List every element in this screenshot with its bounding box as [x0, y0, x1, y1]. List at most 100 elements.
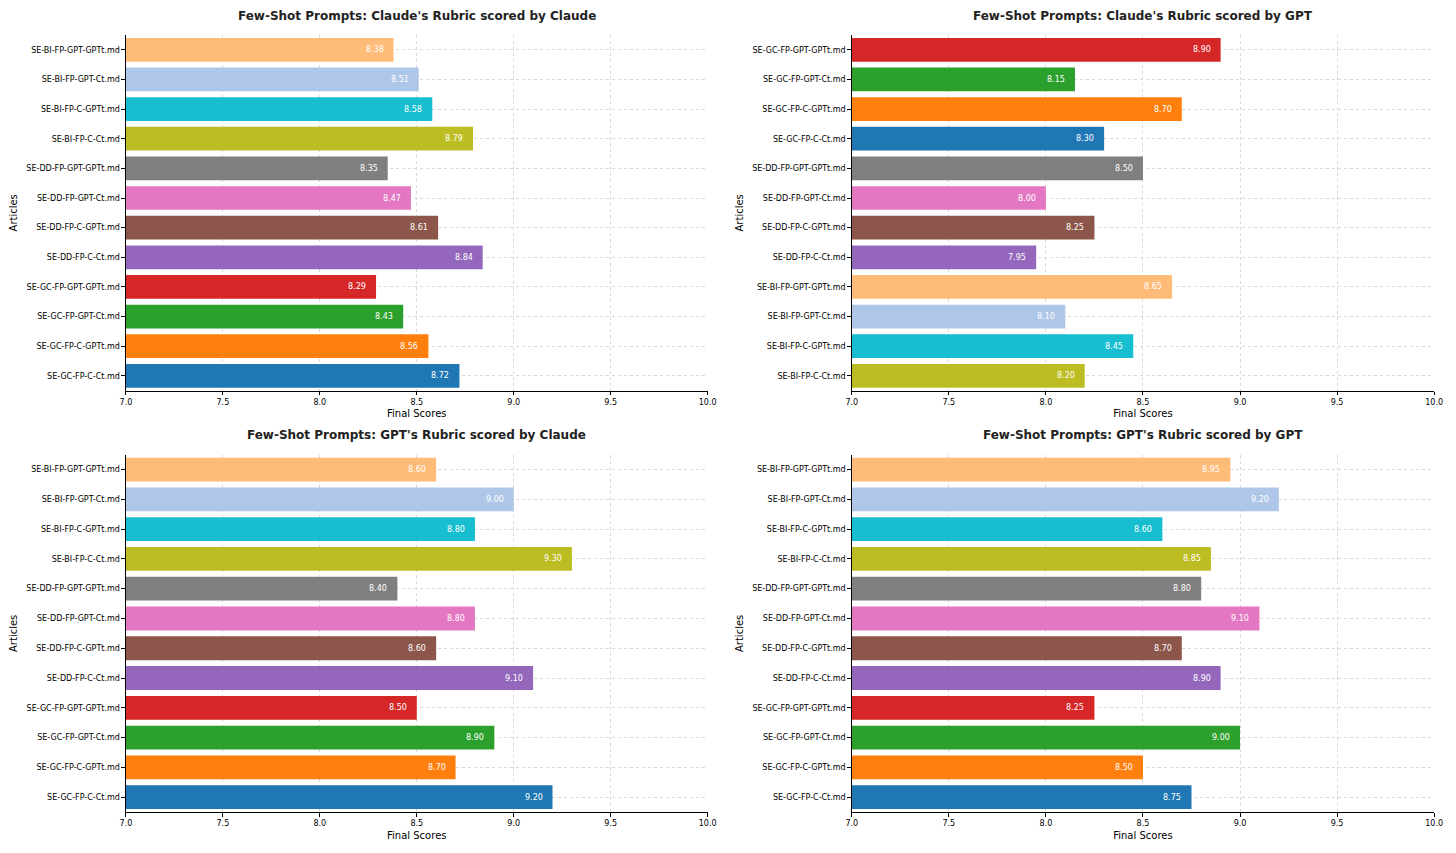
svg-text:7.0: 7.0 [845, 398, 858, 407]
svg-text:8.85: 8.85 [1183, 554, 1201, 563]
svg-text:8.90: 8.90 [466, 733, 484, 742]
svg-text:8.72: 8.72 [431, 371, 449, 380]
svg-text:8.61: 8.61 [410, 223, 428, 232]
svg-text:Final Scores: Final Scores [387, 830, 446, 841]
svg-text:10.0: 10.0 [699, 819, 717, 828]
svg-text:10.0: 10.0 [699, 398, 717, 407]
svg-text:7.0: 7.0 [845, 819, 858, 828]
svg-text:7.5: 7.5 [942, 819, 955, 828]
svg-text:8.5: 8.5 [1137, 819, 1150, 828]
svg-text:8.15: 8.15 [1047, 75, 1065, 84]
svg-text:8.84: 8.84 [455, 253, 473, 262]
svg-text:SE-DD-FP-C-Ct.md: SE-DD-FP-C-Ct.md [47, 253, 120, 262]
svg-text:SE-GC-FP-C-Ct.md: SE-GC-FP-C-Ct.md [47, 793, 120, 802]
svg-text:9.20: 9.20 [1251, 495, 1269, 504]
svg-text:8.50: 8.50 [389, 703, 407, 712]
svg-text:7.95: 7.95 [1008, 253, 1026, 262]
svg-text:SE-DD-FP-C-GPTt.md: SE-DD-FP-C-GPTt.md [36, 223, 120, 232]
svg-text:SE-DD-FP-GPT-Ct.md: SE-DD-FP-GPT-Ct.md [37, 194, 120, 203]
svg-text:SE-BI-FP-GPT-GPTt.md: SE-BI-FP-GPT-GPTt.md [757, 465, 846, 474]
svg-text:8.90: 8.90 [1193, 674, 1211, 683]
svg-text:8.79: 8.79 [445, 134, 463, 143]
svg-text:SE-DD-FP-GPT-GPTt.md: SE-DD-FP-GPT-GPTt.md [752, 584, 845, 593]
svg-text:SE-BI-FP-GPT-Ct.md: SE-BI-FP-GPT-Ct.md [768, 495, 846, 504]
svg-text:SE-BI-FP-GPT-Ct.md: SE-BI-FP-GPT-Ct.md [42, 495, 120, 504]
svg-text:8.5: 8.5 [410, 819, 423, 828]
svg-text:9.5: 9.5 [1331, 398, 1344, 407]
svg-text:9.0: 9.0 [1234, 819, 1247, 828]
svg-text:SE-BI-FP-C-Ct.md: SE-BI-FP-C-Ct.md [777, 555, 845, 564]
svg-text:SE-DD-FP-GPT-Ct.md: SE-DD-FP-GPT-Ct.md [763, 194, 846, 203]
svg-text:SE-DD-FP-C-Ct.md: SE-DD-FP-C-Ct.md [47, 674, 120, 683]
svg-text:SE-BI-FP-GPT-GPTt.md: SE-BI-FP-GPT-GPTt.md [31, 46, 120, 55]
svg-text:SE-DD-FP-C-GPTt.md: SE-DD-FP-C-GPTt.md [762, 644, 846, 653]
svg-text:SE-BI-FP-GPT-Ct.md: SE-BI-FP-GPT-Ct.md [42, 75, 120, 84]
svg-text:8.45: 8.45 [1105, 342, 1123, 351]
svg-text:SE-DD-FP-C-Ct.md: SE-DD-FP-C-Ct.md [773, 674, 846, 683]
svg-text:Articles: Articles [734, 194, 745, 231]
svg-text:7.0: 7.0 [120, 398, 133, 407]
svg-text:8.80: 8.80 [1173, 584, 1191, 593]
svg-text:8.50: 8.50 [1115, 763, 1133, 772]
svg-text:8.51: 8.51 [391, 75, 409, 84]
svg-text:8.35: 8.35 [360, 164, 378, 173]
svg-text:9.0: 9.0 [507, 819, 520, 828]
svg-text:9.00: 9.00 [1212, 733, 1230, 742]
svg-text:SE-BI-FP-C-GPTt.md: SE-BI-FP-C-GPTt.md [767, 342, 846, 351]
svg-text:SE-BI-FP-C-GPTt.md: SE-BI-FP-C-GPTt.md [767, 525, 846, 534]
svg-text:Final Scores: Final Scores [1113, 830, 1172, 841]
svg-text:8.70: 8.70 [428, 763, 446, 772]
svg-text:SE-DD-FP-GPT-GPTt.md: SE-DD-FP-GPT-GPTt.md [26, 584, 119, 593]
svg-text:8.70: 8.70 [1154, 105, 1172, 114]
svg-text:8.70: 8.70 [1154, 644, 1172, 653]
svg-text:Few-Shot Prompts: GPT's Rubric: Few-Shot Prompts: GPT's Rubric scored by… [983, 428, 1303, 442]
svg-text:SE-DD-FP-GPT-GPTt.md: SE-DD-FP-GPT-GPTt.md [26, 164, 119, 173]
svg-text:SE-GC-FP-GPT-GPTt.md: SE-GC-FP-GPT-GPTt.md [752, 46, 845, 55]
svg-text:SE-DD-FP-GPT-GPTt.md: SE-DD-FP-GPT-GPTt.md [752, 164, 845, 173]
svg-text:SE-BI-FP-GPT-GPTt.md: SE-BI-FP-GPT-GPTt.md [31, 465, 120, 474]
svg-text:8.40: 8.40 [369, 584, 387, 593]
svg-text:8.0: 8.0 [1040, 398, 1053, 407]
svg-text:SE-BI-FP-C-GPTt.md: SE-BI-FP-C-GPTt.md [41, 525, 120, 534]
svg-text:10.0: 10.0 [1425, 819, 1443, 828]
svg-text:8.30: 8.30 [1076, 134, 1094, 143]
svg-text:SE-BI-FP-C-Ct.md: SE-BI-FP-C-Ct.md [52, 135, 120, 144]
svg-text:SE-GC-FP-GPT-GPTt.md: SE-GC-FP-GPT-GPTt.md [27, 704, 120, 713]
svg-text:8.58: 8.58 [404, 105, 422, 114]
svg-text:SE-DD-FP-GPT-Ct.md: SE-DD-FP-GPT-Ct.md [763, 614, 846, 623]
svg-text:SE-DD-FP-C-Ct.md: SE-DD-FP-C-Ct.md [773, 253, 846, 262]
svg-text:8.0: 8.0 [313, 398, 326, 407]
svg-text:SE-GC-FP-C-GPTt.md: SE-GC-FP-C-GPTt.md [36, 763, 119, 772]
svg-text:8.47: 8.47 [383, 194, 401, 203]
svg-text:9.5: 9.5 [1331, 819, 1344, 828]
svg-text:8.10: 8.10 [1037, 312, 1055, 321]
svg-text:SE-BI-FP-C-GPTt.md: SE-BI-FP-C-GPTt.md [41, 105, 120, 114]
svg-text:SE-DD-FP-GPT-Ct.md: SE-DD-FP-GPT-Ct.md [37, 614, 120, 623]
svg-text:9.30: 9.30 [544, 554, 562, 563]
svg-text:8.65: 8.65 [1144, 282, 1162, 291]
svg-text:SE-GC-FP-C-Ct.md: SE-GC-FP-C-Ct.md [773, 135, 846, 144]
svg-text:Articles: Articles [8, 194, 19, 231]
svg-text:8.25: 8.25 [1066, 223, 1084, 232]
svg-text:8.5: 8.5 [1137, 398, 1150, 407]
svg-text:9.5: 9.5 [604, 819, 617, 828]
svg-text:SE-BI-FP-C-Ct.md: SE-BI-FP-C-Ct.md [52, 555, 120, 564]
svg-text:8.0: 8.0 [313, 819, 326, 828]
svg-text:8.0: 8.0 [1040, 819, 1053, 828]
svg-text:8.75: 8.75 [1163, 793, 1181, 802]
svg-text:7.5: 7.5 [217, 819, 230, 828]
svg-text:9.0: 9.0 [507, 398, 520, 407]
svg-text:SE-GC-FP-GPT-GPTt.md: SE-GC-FP-GPT-GPTt.md [752, 704, 845, 713]
svg-text:SE-BI-FP-GPT-GPTt.md: SE-BI-FP-GPT-GPTt.md [757, 283, 846, 292]
svg-text:9.10: 9.10 [505, 674, 523, 683]
svg-text:8.56: 8.56 [400, 342, 418, 351]
svg-text:8.60: 8.60 [1134, 525, 1152, 534]
svg-text:8.60: 8.60 [408, 644, 426, 653]
svg-text:8.00: 8.00 [1018, 194, 1036, 203]
svg-text:Articles: Articles [8, 615, 19, 652]
svg-text:7.0: 7.0 [120, 819, 133, 828]
svg-text:8.43: 8.43 [375, 312, 393, 321]
svg-text:SE-GC-FP-C-GPTt.md: SE-GC-FP-C-GPTt.md [762, 763, 845, 772]
svg-text:Final Scores: Final Scores [387, 408, 446, 419]
svg-text:Few-Shot Prompts: Claude's Rub: Few-Shot Prompts: Claude's Rubric scored… [238, 9, 596, 23]
